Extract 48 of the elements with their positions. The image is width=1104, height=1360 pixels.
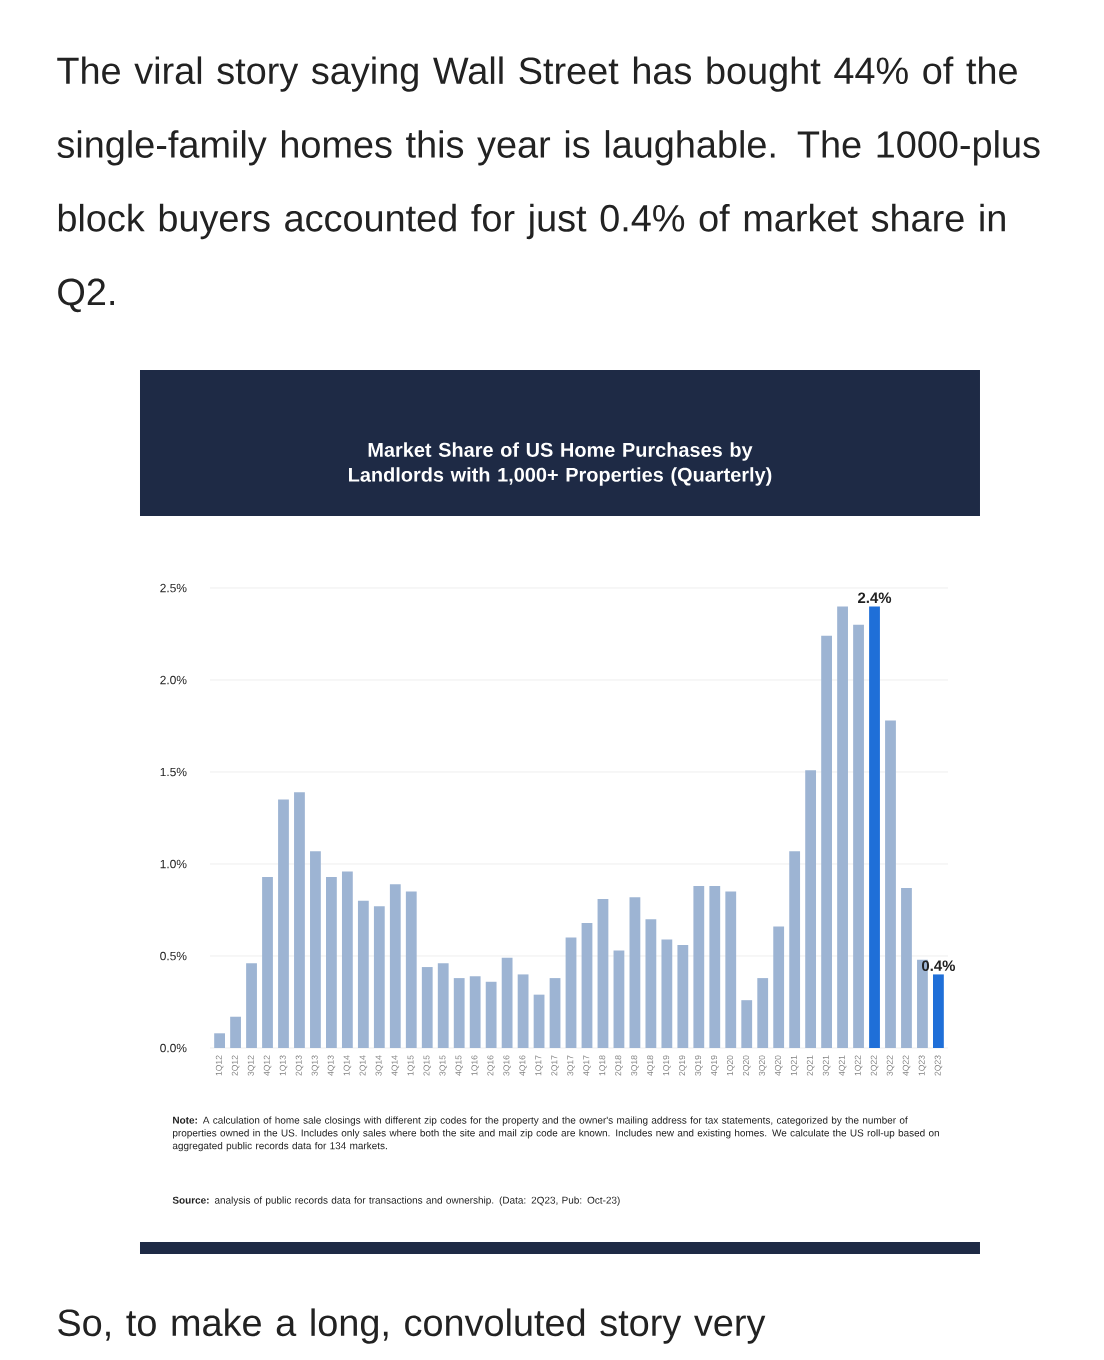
bar (901, 887, 912, 1049)
bar (837, 606, 848, 1049)
bar (389, 884, 401, 1049)
bar (485, 981, 497, 1049)
bar (565, 937, 577, 1049)
bar (677, 944, 689, 1049)
bar (453, 978, 465, 1049)
bar (278, 799, 289, 1049)
bar (933, 974, 944, 1049)
bar (773, 926, 785, 1049)
bar (853, 624, 864, 1049)
bar (597, 898, 609, 1049)
bar (869, 606, 880, 1049)
bar (661, 939, 673, 1049)
bar (214, 1033, 225, 1049)
bar (741, 1000, 753, 1049)
bar (549, 978, 561, 1049)
bar (885, 720, 896, 1049)
bar (246, 963, 257, 1049)
text: So, to make a long, convoluted story very (58, 1308, 766, 1344)
bar (341, 871, 353, 1049)
bar (821, 635, 832, 1049)
bar (629, 897, 641, 1049)
bar (533, 994, 545, 1049)
bar (405, 891, 417, 1049)
bar (310, 851, 321, 1049)
bar (501, 957, 513, 1049)
bar (230, 1016, 241, 1049)
bar (645, 919, 657, 1049)
bar (805, 770, 817, 1049)
bar (613, 950, 625, 1049)
text: The viral story saying Wall Street has bought 44% of the single-family homes this year is laughable. The 1000-plus block buyers accounted for just 0.4% of market share in Q2. (57, 56, 1040, 313)
bar (437, 963, 449, 1049)
bar (421, 967, 433, 1049)
bar (262, 876, 273, 1049)
bar (469, 976, 481, 1049)
bar (357, 900, 369, 1049)
bar (725, 891, 737, 1049)
bar (326, 876, 337, 1049)
bar (294, 792, 305, 1049)
bar (581, 922, 593, 1049)
bar (757, 978, 769, 1049)
bar (789, 851, 801, 1049)
bar (373, 906, 385, 1049)
chart-title: Market Share of US Home Purchases by Landlords with 1,000+ Properties (Quarterly) (349, 442, 772, 486)
bar (517, 974, 529, 1049)
bar (693, 886, 705, 1049)
bar (709, 886, 721, 1049)
